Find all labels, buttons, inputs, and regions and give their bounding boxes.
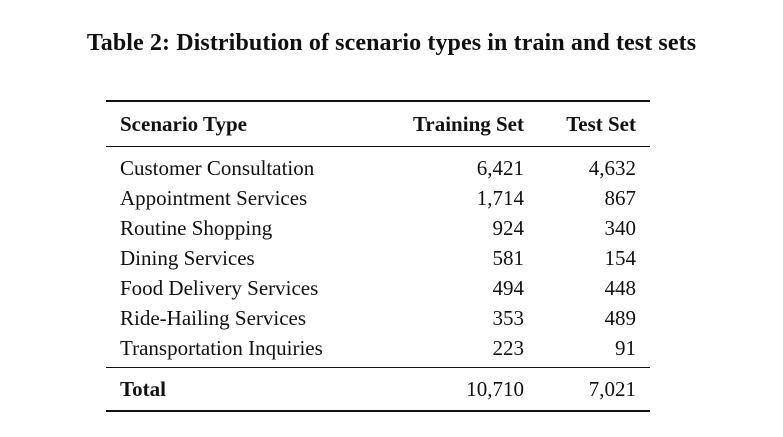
table-row: Food Delivery Services 494 448 [106, 273, 650, 303]
table-row: Transportation Inquiries 223 91 [106, 333, 650, 367]
header-test-set: Test Set [566, 111, 636, 136]
test-count: 489 [604, 305, 637, 330]
table-row: Customer Consultation 6,421 4,632 [106, 147, 650, 183]
training-count: 581 [492, 245, 525, 270]
header-row: Scenario Type Training Set Test Set [106, 102, 650, 146]
training-count: 924 [492, 215, 525, 240]
bottom-rule [106, 410, 650, 412]
scenario-name: Customer Consultation [120, 155, 315, 180]
scenario-table-body: Customer Consultation 6,421 4,632 Appoin… [106, 147, 650, 367]
top-rule [106, 100, 650, 102]
total-rule [106, 367, 650, 368]
test-count: 154 [604, 245, 637, 270]
header-training-set: Training Set [412, 111, 524, 136]
scenario-name: Transportation Inquiries [120, 335, 323, 360]
training-count: 353 [492, 305, 525, 330]
test-count: 867 [604, 185, 637, 210]
training-count: 223 [492, 335, 525, 360]
scenario-table-footer: Total 10,710 7,021 [106, 368, 650, 410]
scenario-name: Routine Shopping [120, 215, 273, 240]
test-count: 340 [604, 215, 637, 240]
table-row: Routine Shopping 924 340 [106, 213, 650, 243]
test-count: 448 [604, 275, 637, 300]
total-training: 10,710 [466, 376, 524, 401]
table-row: Ride-Hailing Services 353 489 [106, 303, 650, 333]
scenario-name: Ride-Hailing Services [120, 305, 307, 330]
scenario-name: Food Delivery Services [120, 275, 319, 300]
total-label: Total [120, 376, 166, 401]
total-test: 7,021 [588, 376, 636, 401]
training-count: 1,714 [476, 185, 524, 210]
mid-rule [106, 146, 650, 147]
scenario-name: Appointment Services [120, 185, 308, 210]
table-row: Appointment Services 1,714 867 [106, 183, 650, 213]
distribution-table: Scenario Type Training Set Test Set Cust… [106, 100, 650, 412]
table-caption: Table 2: Distribution of scenario types … [86, 30, 697, 56]
header-scenario-type: Scenario Type [120, 111, 247, 136]
scenario-table: Scenario Type Training Set Test Set [106, 102, 650, 146]
total-row: Total 10,710 7,021 [106, 368, 650, 410]
test-count: 4,632 [588, 155, 636, 180]
scenario-name: Dining Services [120, 245, 255, 270]
training-count: 494 [492, 275, 525, 300]
table-header: Scenario Type Training Set Test Set [106, 102, 650, 146]
test-count: 91 [615, 335, 636, 360]
training-count: 6,421 [476, 155, 524, 180]
table-row: Dining Services 581 154 [106, 243, 650, 273]
